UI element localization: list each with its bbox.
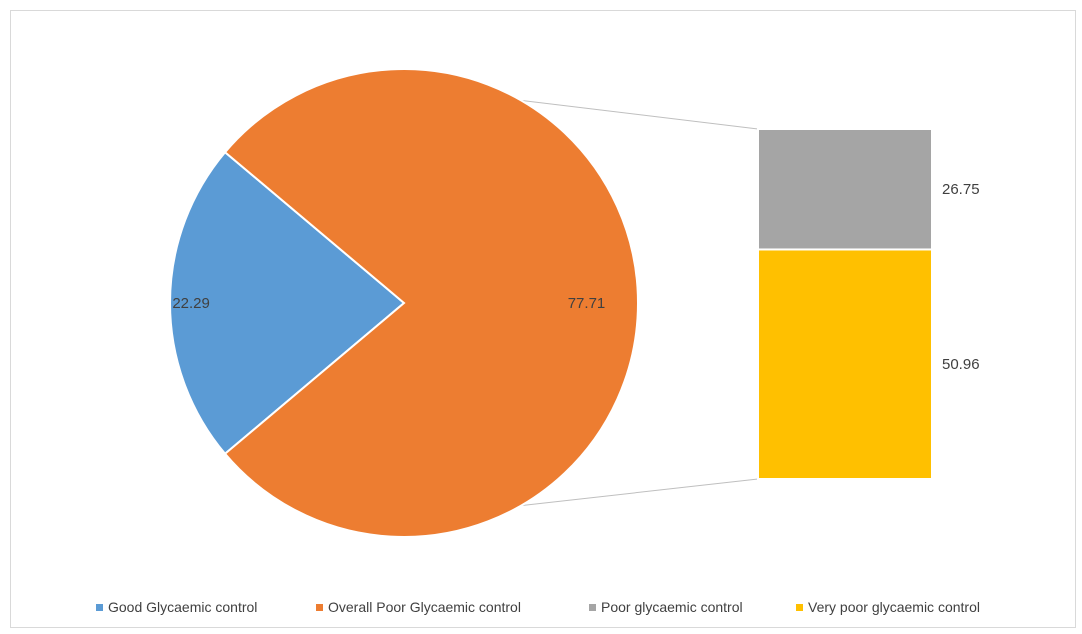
legend-entry-poor-glycaemic-control: Poor glycaemic control	[589, 599, 743, 615]
legend-label: Overall Poor Glycaemic control	[328, 599, 521, 615]
legend-entry-very-poor-glycaemic-control: Very poor glycaemic control	[796, 599, 980, 615]
pie	[169, 68, 640, 538]
pie-label-overall-poor-glycaemic-control: 77.71	[568, 295, 606, 312]
legend-swatch	[589, 604, 596, 611]
breakdown-bar	[757, 128, 933, 480]
legend-label: Good Glycaemic control	[108, 599, 257, 615]
legend-label: Poor glycaemic control	[601, 599, 743, 615]
legend-swatch	[316, 604, 323, 611]
pie-slice-overall-poor-glycaemic-control	[223, 68, 640, 538]
data-labels: 22.29 77.71 26.75 50.96	[172, 181, 979, 373]
connector-line-bottom	[520, 478, 759, 507]
legend-entry-good-glycaemic-control: Good Glycaemic control	[96, 599, 257, 615]
legend-label: Very poor glycaemic control	[808, 599, 980, 615]
bar-segment-very-poor-glycaemic-control	[757, 248, 933, 480]
legend: Good Glycaemic control Overall Poor Glyca…	[96, 599, 980, 615]
legend-entry-overall-poor-glycaemic-control: Overall Poor Glycaemic control	[316, 599, 521, 615]
legend-swatch	[96, 604, 103, 611]
pie-label-good-glycaemic-control: 22.29	[172, 295, 210, 312]
bar-segment-poor-glycaemic-control	[757, 128, 933, 251]
legend-swatch	[796, 604, 803, 611]
connector-line-top	[520, 99, 759, 130]
bar-label-poor-glycaemic-control: 26.75	[942, 181, 980, 198]
connector-lines	[520, 99, 759, 507]
pie-slice-good-glycaemic-control	[169, 150, 406, 456]
bar-label-very-poor-glycaemic-control: 50.96	[942, 356, 980, 373]
